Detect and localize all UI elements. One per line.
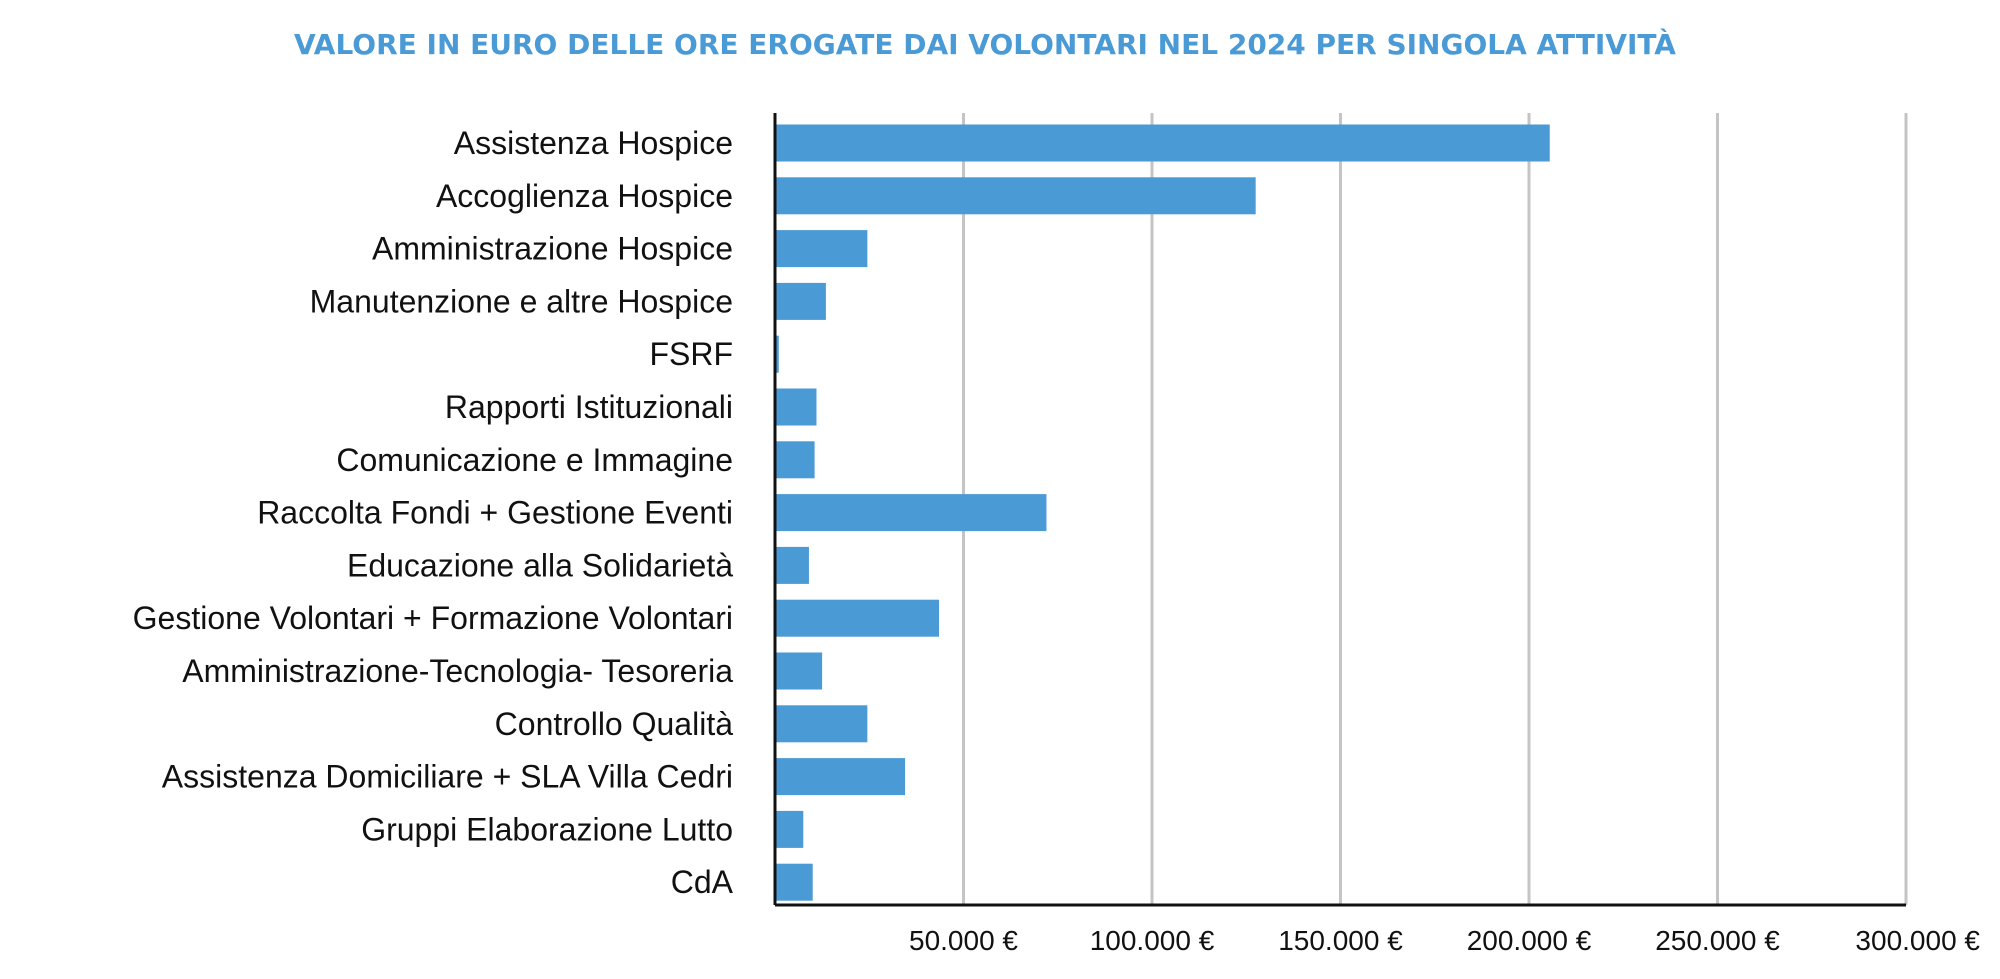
x-tick-labels: 50.000 € 100.000 € 150.000 € 200.000 € 250.0… [909, 925, 1980, 956]
category-label: Amministrazione Hospice [372, 231, 733, 267]
bar [775, 177, 1256, 215]
x-tick-label: 300.000 € [1855, 925, 1980, 956]
bar [775, 388, 817, 426]
category-label: Accoglienza Hospice [436, 178, 733, 214]
category-label: Rapporti Istituzionali [445, 389, 733, 425]
category-label: Assistenza Hospice [454, 125, 733, 161]
bar [775, 599, 939, 637]
category-label: Amministrazione-Tecnologia- Tesoreria [182, 653, 733, 689]
bar [775, 282, 826, 320]
bar [775, 335, 779, 373]
bar [775, 810, 804, 848]
bar [775, 441, 815, 479]
bar [775, 863, 813, 901]
chart-title: VALORE IN EURO DELLE ORE EROGATE DAI VOL… [294, 27, 1676, 61]
bar [775, 758, 906, 796]
category-label: Educazione alla Solidarietà [347, 547, 733, 583]
bars [775, 124, 1550, 901]
category-labels: Assistenza Hospice Accoglienza Hospice Amm… [133, 125, 734, 900]
bar [775, 652, 823, 690]
bar [775, 494, 1047, 532]
x-tick-label: 200.000 € [1467, 925, 1592, 956]
x-tick-label: 150.000 € [1278, 925, 1403, 956]
x-tick-label: 100.000 € [1090, 925, 1215, 956]
bar [775, 230, 868, 268]
x-tick-label: 50.000 € [909, 925, 1018, 956]
category-label: Assistenza Domiciliare + SLA Villa Cedri [162, 759, 733, 795]
x-tick-label: 250.000 € [1655, 925, 1780, 956]
category-label: Gestione Volontari + Formazione Volontar… [133, 600, 733, 636]
bar [775, 705, 868, 743]
grid-lines [962, 113, 1908, 905]
category-label: Gruppi Elaborazione Lutto [361, 811, 733, 847]
category-label: FSRF [649, 336, 733, 372]
category-label: Controllo Qualità [495, 706, 734, 742]
category-label: Comunicazione e Immagine [336, 442, 733, 478]
bar [775, 546, 809, 584]
category-label: Raccolta Fondi + Gestione Eventi [257, 495, 733, 531]
bar [775, 124, 1550, 162]
category-label: CdA [671, 864, 734, 900]
category-label: Manutenzione e altre Hospice [310, 283, 733, 319]
